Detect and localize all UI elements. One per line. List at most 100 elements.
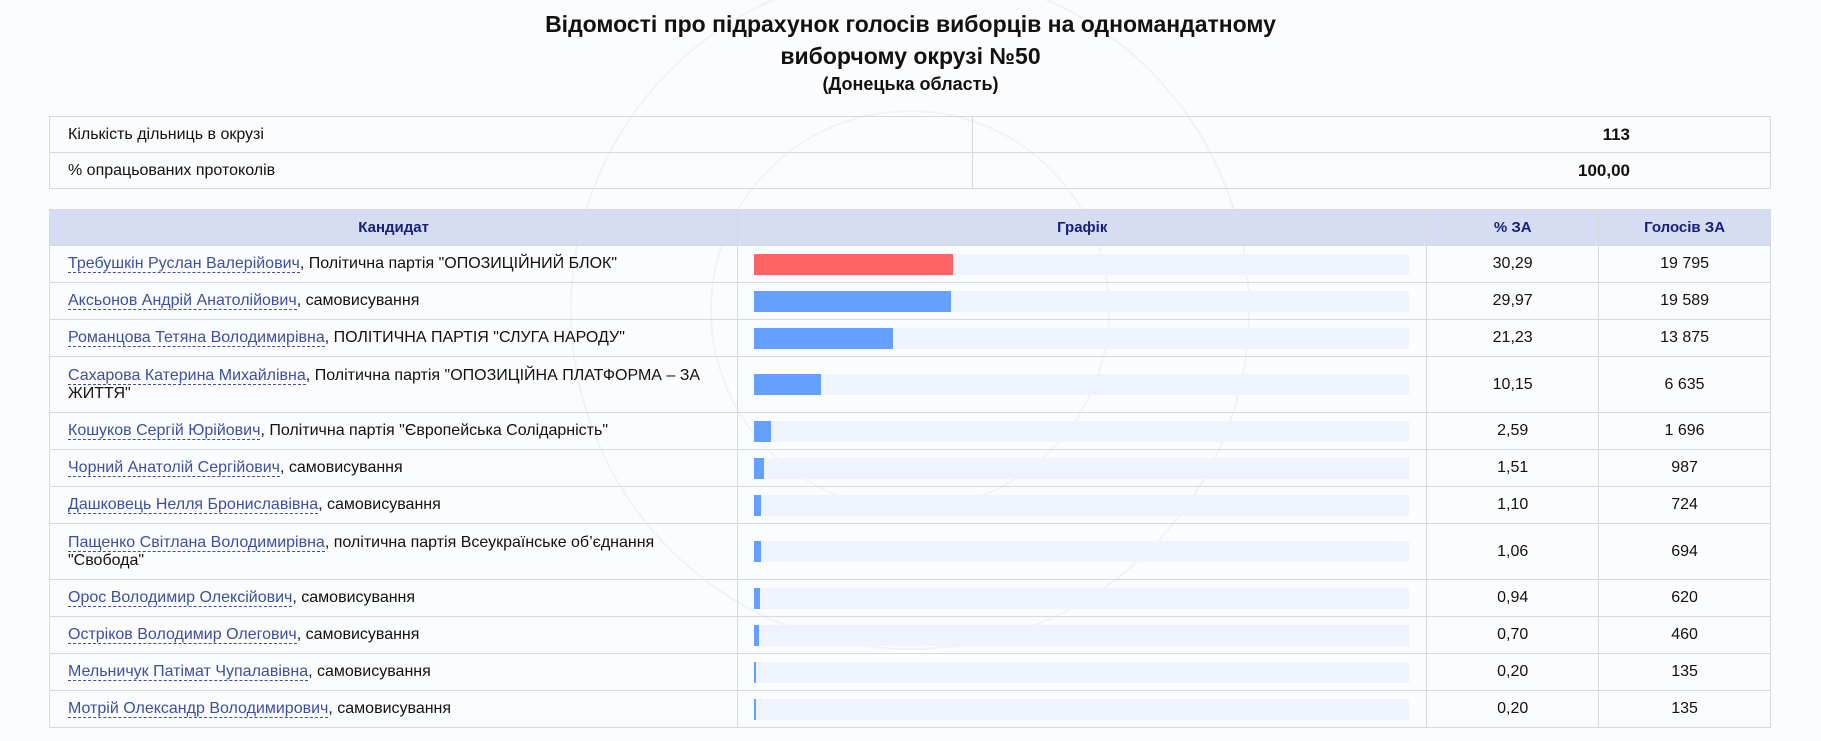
header-chart: Графік — [737, 209, 1428, 246]
candidate-link[interactable]: Сахарова Катерина Михайлівна — [68, 366, 306, 385]
candidate-party: , самовисування — [280, 459, 403, 476]
candidate-party: , самовисування — [296, 292, 420, 309]
candidate-party: , Політична партія "Європейська Солідарн… — [260, 422, 609, 439]
percent-cell: 1,10 — [1426, 486, 1600, 524]
chart-cell — [737, 319, 1428, 357]
chart-cell — [737, 282, 1428, 320]
candidate-party: , Політична партія "ОПОЗИЦІЙНИЙ БЛОК" — [299, 255, 618, 272]
candidate-link[interactable]: Романцова Тетяна Володимирівна — [68, 329, 325, 347]
candidate-row: Пащенко Світлана Володимирівна, політичн… — [48, 523, 1771, 580]
votes-cell: 694 — [1598, 523, 1771, 580]
candidate-cell: Чорний Анатолій Сергійович, самовисуванн… — [48, 449, 739, 487]
chart-cell — [737, 245, 1428, 283]
candidate-link[interactable]: Орос Володимир Олексійович — [68, 589, 293, 607]
percent-cell: 0,94 — [1426, 579, 1600, 617]
info-row: % опрацьованих протоколів 100,00 — [48, 152, 1771, 189]
bar-track — [754, 420, 1410, 442]
candidate-link[interactable]: Мельничук Патімат Чупалавівна — [68, 663, 309, 681]
candidate-link[interactable]: Аксьонов Андрій Анатолійович — [68, 292, 297, 310]
candidate-row: Аксьонов Андрій Анатолійович, самовисува… — [48, 282, 1771, 320]
candidate-cell: Сахарова Катерина Михайлівна, Політична … — [48, 356, 739, 413]
candidate-link[interactable]: Требушкін Руслан Валерійович — [68, 255, 300, 273]
bar-track — [754, 253, 1410, 275]
vote-bar — [754, 290, 951, 312]
candidate-cell: Пащенко Світлана Володимирівна, політичн… — [48, 523, 739, 580]
votes-cell: 6 635 — [1598, 356, 1771, 413]
candidate-row: Дашковець Нелля Брониславівна, самовисув… — [48, 486, 1771, 524]
district-info-table: Кількість дільниць в окрузі 113 % опрацьо… — [48, 116, 1771, 189]
candidate-cell: Мельничук Патімат Чупалавівна, самовисув… — [48, 653, 739, 691]
candidate-party: , самовисування — [328, 700, 452, 717]
chart-cell — [737, 616, 1428, 654]
bar-track — [754, 374, 1410, 395]
percent-cell: 10,15 — [1426, 356, 1600, 413]
candidate-link[interactable]: Дашковець Нелля Брониславівна — [68, 496, 319, 514]
chart-cell — [737, 579, 1428, 617]
votes-cell: 987 — [1598, 449, 1771, 487]
candidate-row: Сахарова Катерина Михайлівна, Політична … — [48, 356, 1771, 413]
bar-track — [754, 698, 1410, 720]
results-header: Кандидат Графік % ЗА Голосів ЗА — [48, 209, 1771, 246]
percent-cell: 0,20 — [1426, 690, 1600, 728]
bar-track — [754, 494, 1410, 516]
percent-cell: 30,29 — [1426, 245, 1600, 283]
candidate-link[interactable]: Чорний Анатолій Сергійович — [68, 459, 280, 477]
info-label: % опрацьованих протоколів — [48, 152, 974, 189]
percent-cell: 2,59 — [1426, 412, 1600, 450]
vote-bar — [754, 698, 756, 720]
percent-cell: 0,70 — [1426, 616, 1600, 654]
votes-cell: 19 795 — [1598, 245, 1771, 283]
votes-cell: 135 — [1598, 653, 1771, 691]
candidate-link[interactable]: Мотрій Олександр Володимирович — [68, 700, 329, 718]
header-votes: Голосів ЗА — [1598, 209, 1771, 246]
candidate-row: Требушкін Руслан Валерійович, Політична … — [48, 245, 1771, 283]
header-percent: % ЗА — [1426, 209, 1600, 246]
candidate-link[interactable]: Кошуков Сергій Юрійович — [68, 422, 261, 440]
candidate-link[interactable]: Острiков Володимир Олегович — [68, 626, 297, 644]
candidate-row: Острiков Володимир Олегович, самовисуван… — [48, 616, 1771, 654]
votes-cell: 724 — [1598, 486, 1771, 524]
header-candidate: Кандидат — [48, 209, 739, 246]
candidate-party: , ПОЛІТИЧНА ПАРТІЯ "СЛУГА НАРОДУ" — [324, 329, 625, 346]
candidate-party: , самовисування — [308, 663, 431, 680]
bar-track — [754, 624, 1410, 646]
chart-cell — [737, 449, 1428, 487]
percent-cell: 21,23 — [1426, 319, 1600, 357]
candidate-cell: Требушкін Руслан Валерійович, Політична … — [48, 245, 739, 283]
vote-bar — [754, 624, 759, 646]
candidate-row: Орос Володимир Олексійович, самовисуванн… — [48, 579, 1771, 617]
vote-bar — [754, 587, 761, 609]
results-table: Кандидат Графік % ЗА Голосів ЗА Требушкі… — [48, 209, 1771, 728]
votes-cell: 1 696 — [1598, 412, 1771, 450]
bar-track — [754, 541, 1410, 562]
vote-bar — [754, 253, 953, 275]
chart-cell — [737, 523, 1428, 580]
votes-cell: 19 589 — [1598, 282, 1771, 320]
region-subtitle: (Донецька область) — [822, 74, 999, 94]
percent-cell: 1,06 — [1426, 523, 1600, 580]
candidate-party: , самовисування — [296, 626, 420, 643]
candidate-cell: Острiков Володимир Олегович, самовисуван… — [48, 616, 739, 654]
candidate-row: Романцова Тетяна Володимирівна, ПОЛІТИЧН… — [48, 319, 1771, 357]
candidate-party: , самовисування — [292, 589, 416, 606]
candidate-row: Кошуков Сергій Юрійович, Політична парті… — [48, 412, 1771, 450]
votes-cell: 13 875 — [1598, 319, 1771, 357]
candidate-row: Чорний Анатолій Сергійович, самовисуванн… — [48, 449, 1771, 487]
votes-cell: 135 — [1598, 690, 1771, 728]
chart-cell — [737, 356, 1428, 413]
candidate-cell: Романцова Тетяна Володимирівна, ПОЛІТИЧН… — [48, 319, 739, 357]
candidate-cell: Аксьонов Андрій Анатолійович, самовисува… — [48, 282, 739, 320]
percent-cell: 0,20 — [1426, 653, 1600, 691]
votes-cell: 620 — [1598, 579, 1771, 617]
vote-bar — [754, 457, 765, 479]
info-row: Кількість дільниць в окрузі 113 — [48, 116, 1771, 153]
candidate-party: , самовисування — [318, 496, 441, 513]
candidate-link[interactable]: Пащенко Світлана Володимирівна — [68, 533, 325, 552]
info-label: Кількість дільниць в окрузі — [48, 116, 974, 153]
candidate-cell: Мотрій Олександр Володимирович, самовису… — [48, 690, 739, 728]
bar-track — [754, 661, 1410, 683]
percent-cell: 29,97 — [1426, 282, 1600, 320]
candidate-cell: Орос Володимир Олексійович, самовисуванн… — [48, 579, 739, 617]
candidate-cell: Дашковець Нелля Брониславівна, самовисув… — [48, 486, 739, 524]
chart-cell — [737, 412, 1428, 450]
